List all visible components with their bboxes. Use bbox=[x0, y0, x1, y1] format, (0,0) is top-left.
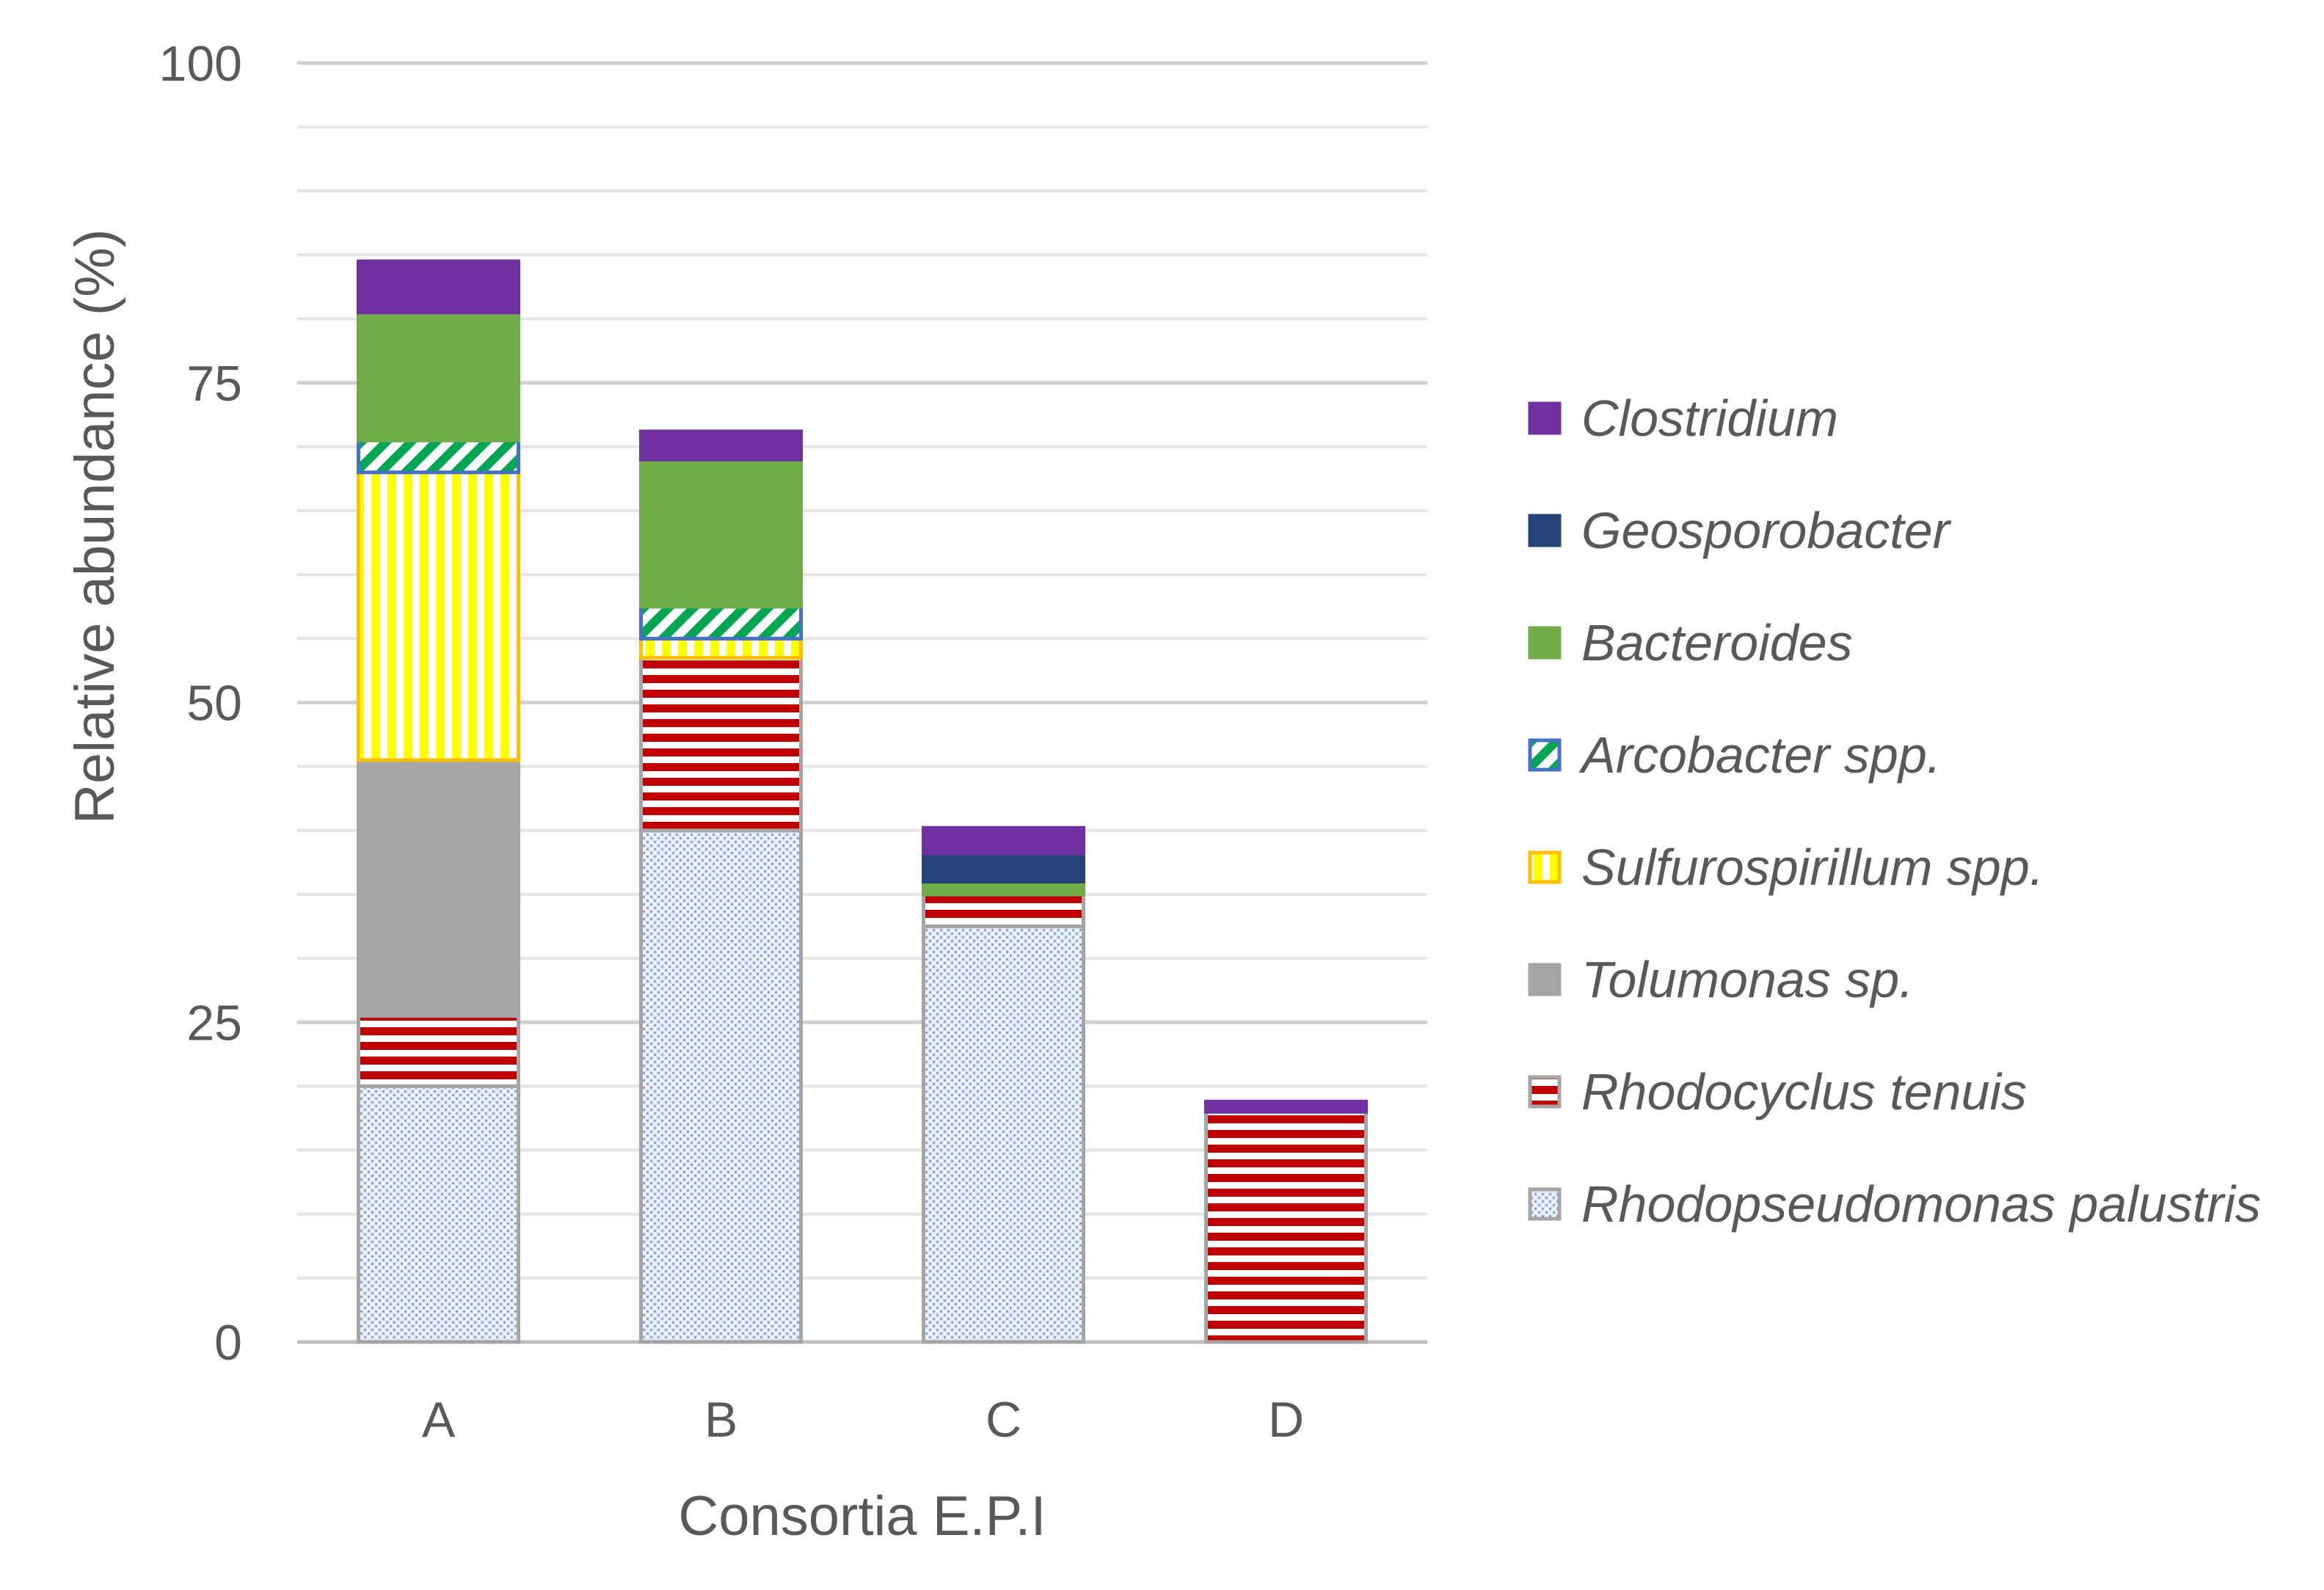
bar-segment-arcobacter-spp-a bbox=[357, 438, 520, 475]
bar-segment-arcobacter-spp-b bbox=[639, 605, 803, 641]
y-axis-title: Relative abundance (%) bbox=[64, 229, 126, 824]
bar-segment-bacteroides-c bbox=[922, 880, 1085, 897]
x-tick-label: D bbox=[1268, 1392, 1304, 1448]
legend-swatch-clostridium bbox=[1528, 401, 1562, 435]
bar-segment-rhodocyclus-tenuis-c bbox=[922, 892, 1085, 929]
legend-label-rhodopseudomonas-palustris: Rhodopseudomonas palustris bbox=[1581, 1175, 2261, 1233]
legend-label-clostridium: Clostridium bbox=[1581, 390, 1838, 447]
legend-label-arcobacter-spp: Arcobacter spp. bbox=[1578, 726, 1941, 784]
bar-segment-rhodocyclus-tenuis-d bbox=[1204, 1109, 1368, 1344]
legend-swatch-arcobacter-spp bbox=[1528, 738, 1562, 772]
legend-swatch-rhodocyclus-tenuis bbox=[1528, 1075, 1562, 1109]
legend-swatch-bacteroides bbox=[1528, 626, 1562, 660]
y-tick-label: 25 bbox=[186, 995, 242, 1051]
bar-segment-rhodopseudomonas-palustris-c bbox=[922, 925, 1085, 1344]
bar-segment-bacteroides-b bbox=[639, 457, 803, 609]
y-tick-label: 0 bbox=[214, 1315, 242, 1371]
legend-swatch-rhodopseudomonas-palustris bbox=[1528, 1187, 1562, 1221]
bar-segment-rhodopseudomonas-palustris-b bbox=[639, 828, 803, 1344]
bar-segment-sulfurospirillum-spp-b bbox=[639, 636, 803, 660]
bar-segment-rhodopseudomonas-palustris-a bbox=[357, 1084, 520, 1344]
bar-segment-geosporobacter-c bbox=[922, 851, 1085, 884]
legend-label-sulfurospirillum-spp: Sulfurospirillum spp. bbox=[1581, 839, 2044, 896]
bar-segment-tolumonas-sp-a bbox=[357, 758, 520, 1018]
legend-swatch-sulfurospirillum-spp bbox=[1528, 850, 1562, 884]
bars bbox=[357, 259, 1368, 1344]
y-tick-label: 75 bbox=[186, 356, 242, 412]
bar-segment-clostridium-a bbox=[357, 259, 520, 315]
x-tick-label: C bbox=[986, 1392, 1021, 1448]
y-tick-label: 100 bbox=[159, 36, 242, 92]
bar-segment-clostridium-b bbox=[639, 429, 803, 462]
bar-segment-rhodocyclus-tenuis-b bbox=[639, 655, 803, 833]
x-tick-label: A bbox=[422, 1392, 456, 1448]
legend-label-rhodocyclus-tenuis: Rhodocyclus tenuis bbox=[1581, 1063, 2027, 1120]
bar-segment-rhodocyclus-tenuis-a bbox=[357, 1014, 520, 1088]
bar-segment-sulfurospirillum-spp-a bbox=[357, 470, 520, 762]
y-tick-label: 50 bbox=[186, 676, 242, 732]
x-axis-title: Consortia E.P.I bbox=[678, 1485, 1046, 1547]
legend-swatch-tolumonas-sp bbox=[1528, 963, 1562, 996]
bar-segment-clostridium-d bbox=[1204, 1099, 1368, 1114]
axes: 0 25 50 75 100 A B C D Consortia E.P.I Relative ab… bbox=[64, 36, 1304, 1547]
legend: Clostridium Geosporobacter Bacteroides Arco… bbox=[1528, 390, 2261, 1233]
legend-label-geosporobacter: Geosporobacter bbox=[1581, 502, 1952, 559]
x-tick-label: B bbox=[704, 1392, 737, 1448]
legend-swatch-geosporobacter bbox=[1528, 514, 1562, 547]
legend-label-tolumonas-sp: Tolumonas sp. bbox=[1581, 951, 1914, 1008]
bar-segment-bacteroides-a bbox=[357, 310, 520, 442]
bar-segment-clostridium-c bbox=[922, 825, 1085, 856]
legend-label-bacteroides: Bacteroides bbox=[1581, 614, 1853, 671]
